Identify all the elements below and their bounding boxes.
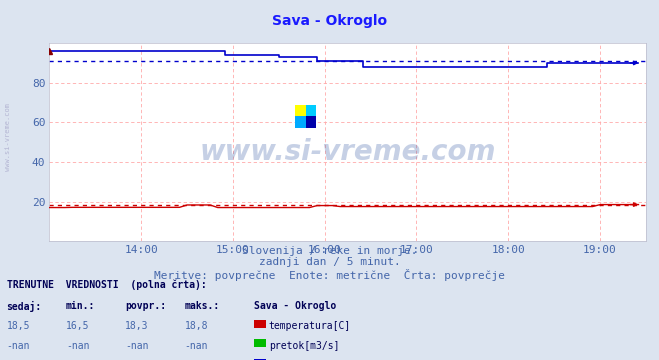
Text: Slovenija / reke in morje.: Slovenija / reke in morje.: [242, 246, 417, 256]
Text: -nan: -nan: [66, 341, 90, 351]
Text: temperatura[C]: temperatura[C]: [269, 321, 351, 331]
Text: -nan: -nan: [7, 341, 30, 351]
Text: Sava - Okroglo: Sava - Okroglo: [272, 14, 387, 28]
Text: 18,8: 18,8: [185, 321, 208, 331]
Text: 16,5: 16,5: [66, 321, 90, 331]
Text: 18,3: 18,3: [125, 321, 149, 331]
Text: Sava - Okroglo: Sava - Okroglo: [254, 301, 336, 311]
Text: Meritve: povprečne  Enote: metrične  Črta: povprečje: Meritve: povprečne Enote: metrične Črta:…: [154, 269, 505, 280]
Text: min.:: min.:: [66, 301, 96, 311]
Text: TRENUTNE  VREDNOSTI  (polna črta):: TRENUTNE VREDNOSTI (polna črta):: [7, 279, 206, 289]
Text: www.si-vreme.com: www.si-vreme.com: [5, 103, 11, 171]
Text: www.si-vreme.com: www.si-vreme.com: [200, 138, 496, 166]
Text: sedaj:: sedaj:: [7, 301, 42, 312]
Text: zadnji dan / 5 minut.: zadnji dan / 5 minut.: [258, 257, 401, 267]
Text: -nan: -nan: [185, 341, 208, 351]
Text: -nan: -nan: [125, 341, 149, 351]
Text: povpr.:: povpr.:: [125, 301, 166, 311]
Text: 18,5: 18,5: [7, 321, 30, 331]
Text: pretok[m3/s]: pretok[m3/s]: [269, 341, 339, 351]
Text: maks.:: maks.:: [185, 301, 219, 311]
